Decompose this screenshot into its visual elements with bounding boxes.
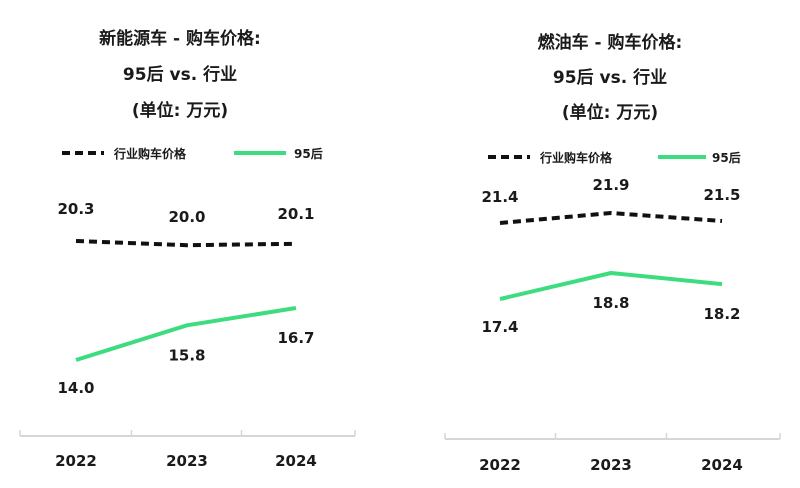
left-legend-95-label: 95后 xyxy=(294,147,323,161)
left-x-tick-label-2024: 2024 xyxy=(275,452,317,470)
right-legend-95-label: 95后 xyxy=(712,151,741,165)
right-series-line-industry xyxy=(499,211,723,225)
left-x-tick-label-2023: 2023 xyxy=(166,452,208,470)
right-chart-title-line-1: 燃油车 - 购车价格: xyxy=(537,33,683,53)
left-legend-industry-label: 行业购车价格 xyxy=(114,147,187,161)
right-x-tick-label-2022: 2022 xyxy=(479,456,521,474)
right-legend-industry-label: 行业购车价格 xyxy=(540,151,613,165)
left-data-label-industry-2022: 20.3 xyxy=(57,200,94,218)
right-data-label-95-2024: 18.2 xyxy=(703,305,740,323)
right-x-tick-label-2024: 2024 xyxy=(701,456,743,474)
left-series-line-industry xyxy=(75,239,297,248)
right-data-label-industry-2024: 21.5 xyxy=(703,186,740,204)
left-chart-title-line-3: (单位: 万元) xyxy=(131,101,229,121)
left-data-label-industry-2024: 20.1 xyxy=(277,205,314,223)
right-data-label-95-2022: 17.4 xyxy=(481,318,518,336)
left-data-label-industry-2023: 20.0 xyxy=(168,208,205,226)
left-chart-title-line-2: 95后 vs. 行业 xyxy=(122,65,238,85)
left-chart-title-line-1: 新能源车 - 购车价格: xyxy=(99,29,261,49)
right-chart-title-line-2: 95后 vs. 行业 xyxy=(552,68,668,88)
left-data-label-95-2022: 14.0 xyxy=(57,379,94,397)
right-chart-title-line-3: (单位: 万元) xyxy=(561,103,659,123)
right-data-label-industry-2023: 21.9 xyxy=(592,176,629,194)
left-data-label-95-2023: 15.8 xyxy=(168,346,205,364)
right-data-label-95-2023: 18.8 xyxy=(592,294,629,312)
left-x-tick-label-2022: 2022 xyxy=(55,452,97,470)
right-x-tick-label-2023: 2023 xyxy=(590,456,632,474)
left-series-line-95 xyxy=(75,306,297,362)
left-data-label-95-2024: 16.7 xyxy=(277,329,314,347)
right-data-label-industry-2022: 21.4 xyxy=(481,188,518,206)
